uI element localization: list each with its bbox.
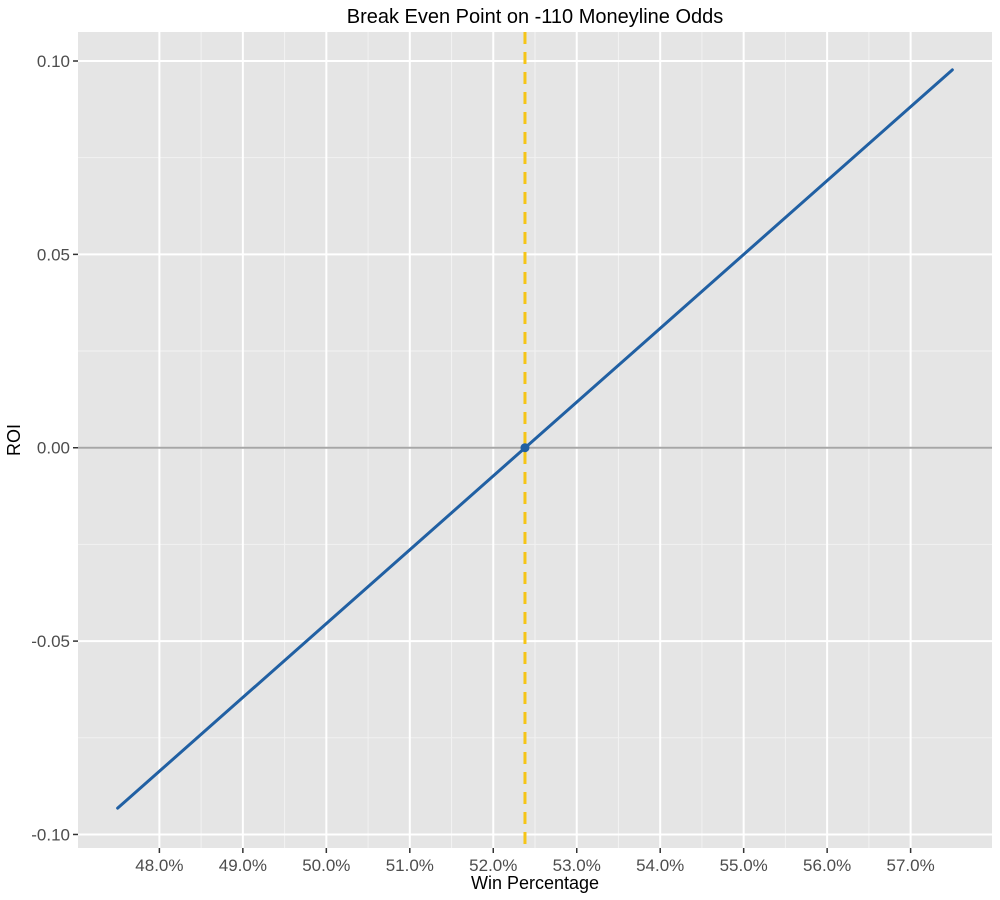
x-tick-label: 51.0% bbox=[386, 856, 434, 875]
major-gridlines bbox=[78, 32, 992, 848]
x-tick-label: 54.0% bbox=[636, 856, 684, 875]
x-tick-label: 57.0% bbox=[887, 856, 935, 875]
x-axis-label: Win Percentage bbox=[471, 873, 599, 893]
break-even-points bbox=[520, 443, 530, 453]
x-tick-label: 48.0% bbox=[135, 856, 183, 875]
break-even-point bbox=[520, 443, 530, 453]
series-lines bbox=[116, 68, 954, 810]
y-axis-label: ROI bbox=[4, 424, 24, 456]
reference-lines bbox=[78, 32, 992, 848]
x-tick-label: 53.0% bbox=[553, 856, 601, 875]
x-axis: 48.0% 49.0% 50.0% 51.0% 52.0% 53.0% 54.0% 55.0%… bbox=[135, 848, 935, 875]
y-tick-label: 0.10 bbox=[37, 52, 70, 71]
x-tick-label: 55.0% bbox=[720, 856, 768, 875]
x-tick-label: 50.0% bbox=[302, 856, 350, 875]
y-tick-label: 0.05 bbox=[37, 245, 70, 264]
roi-line bbox=[116, 68, 954, 810]
minor-gridlines bbox=[78, 32, 992, 848]
y-tick-label: 0.00 bbox=[37, 439, 70, 458]
chart-title: Break Even Point on -110 Moneyline Odds bbox=[347, 6, 724, 28]
x-tick-label: 49.0% bbox=[219, 856, 267, 875]
x-tick-label: 56.0% bbox=[803, 856, 851, 875]
x-tick-label: 52.0% bbox=[469, 856, 517, 875]
y-axis: -0.10 -0.05 0.00 0.05 0.10 bbox=[31, 52, 78, 844]
y-tick-label: -0.10 bbox=[31, 825, 70, 844]
y-tick-label: -0.05 bbox=[31, 632, 70, 651]
